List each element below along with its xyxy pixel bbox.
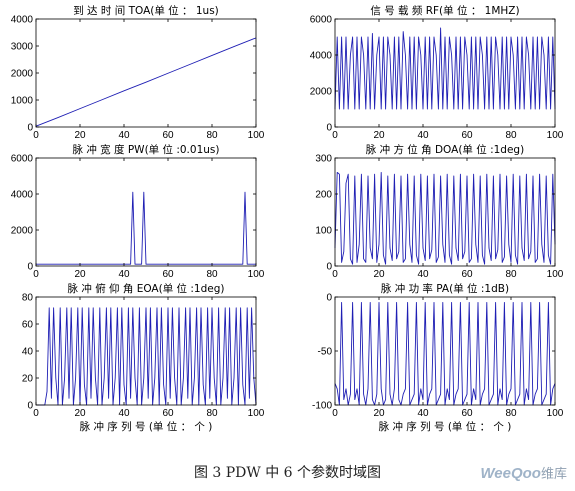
y-tick-label: 0 <box>27 123 33 134</box>
plot-frame <box>35 18 257 128</box>
chart-panel-3: 0 20 40 60 80 100 0 2000 4000 6000 脉 冲 宽 度 PW(单 位 … <box>11 143 265 280</box>
series-line-1 <box>35 37 257 127</box>
x-tick-label: 0 <box>33 408 39 419</box>
y-tick-label: 1000 <box>11 96 34 107</box>
x-tick-label: 0 <box>332 130 338 141</box>
x-tick-label: 60 <box>162 269 174 280</box>
y-tick-label: -100 <box>312 401 332 412</box>
y-tick-label: 20 <box>22 374 34 385</box>
x-tick-label: 20 <box>74 408 86 419</box>
y-tick-label: 2000 <box>310 87 333 98</box>
watermark-brand: WeeQoo <box>480 465 541 482</box>
y-tick-label: 4000 <box>11 190 34 201</box>
chart-panel-4: 0 20 40 60 80 100 0 100 200 300 脉 冲 方 位 角 DOA(单 位 … <box>315 143 563 280</box>
plot-frame <box>35 157 257 267</box>
chart-panel-2: 0 20 40 60 80 100 0 2000 4000 6000 信 号 载 频 RF(单 位 … <box>310 4 564 141</box>
plot-frame <box>334 18 556 128</box>
x-tick-label: 0 <box>332 408 338 419</box>
series-line-1 <box>36 191 256 265</box>
y-tick-label: 0 <box>326 123 332 134</box>
chart-title: 脉 冲 俯 仰 角 EOA(单 位 :1deg) <box>68 282 225 295</box>
x-tick-label: 60 <box>461 130 473 141</box>
chart-title: 脉 冲 方 位 角 DOA(单 位 :1deg) <box>366 143 524 156</box>
x-axis-label: 脉 冲 序 列 号 (单 位 ： 个 ) <box>379 420 512 433</box>
x-tick-label: 100 <box>547 130 564 141</box>
series-line-1 <box>334 301 556 406</box>
x-tick-label: 80 <box>206 269 218 280</box>
y-tick-label: 0 <box>326 293 332 304</box>
x-tick-label: 40 <box>118 408 130 419</box>
x-tick-label: 100 <box>248 408 265 419</box>
x-tick-label: 100 <box>547 269 564 280</box>
y-tick-label: 4000 <box>11 15 34 26</box>
chart-title: 到 达 时 间 TOA(单 位 ： 1us) <box>73 4 219 17</box>
x-tick-label: 40 <box>417 408 429 419</box>
y-tick-label: 0 <box>326 262 332 273</box>
y-tick-label: 4000 <box>310 51 333 62</box>
x-axis-label: 脉 冲 序 列 号 (单 位 ： 个 ) <box>80 420 213 433</box>
chart-panel-6: 0 20 40 60 80 100 -100 -50 0 脉 冲 功 率 PA(单 位 :1dB)… <box>312 282 564 433</box>
x-tick-label: 40 <box>118 269 130 280</box>
x-tick-label: 80 <box>206 130 218 141</box>
series-line-1 <box>36 307 257 406</box>
x-tick-label: 0 <box>33 130 39 141</box>
x-tick-label: 40 <box>417 269 429 280</box>
chart-title: 信 号 载 频 RF(单 位 ： 1MHZ) <box>370 4 519 17</box>
x-tick-label: 20 <box>373 130 385 141</box>
chart-title: 脉 冲 宽 度 PW(单 位 :0.01us) <box>73 143 220 156</box>
x-tick-label: 80 <box>505 269 517 280</box>
y-tick-label: 100 <box>315 226 332 237</box>
x-tick-label: 0 <box>33 269 39 280</box>
watermark: WeeQoo维库 <box>480 463 567 482</box>
x-tick-label: 60 <box>461 269 473 280</box>
x-tick-label: 80 <box>505 408 517 419</box>
chart-title: 脉 冲 功 率 PA(单 位 :1dB) <box>381 282 509 295</box>
y-tick-label: 0 <box>27 401 33 412</box>
plot-frame <box>334 157 556 267</box>
series-line-1 <box>334 171 556 265</box>
y-tick-label: 0 <box>27 262 33 273</box>
y-tick-label: 3000 <box>11 42 34 53</box>
y-tick-label: 2000 <box>11 226 34 237</box>
x-tick-label: 20 <box>373 269 385 280</box>
y-tick-label: 6000 <box>11 154 34 165</box>
x-tick-label: 60 <box>162 130 174 141</box>
x-tick-label: 80 <box>206 408 218 419</box>
x-tick-label: 80 <box>505 130 517 141</box>
series-line-1 <box>334 27 556 110</box>
watermark-suffix: 维库 <box>540 466 567 481</box>
y-tick-label: 300 <box>315 154 332 165</box>
y-tick-label: -50 <box>318 347 333 358</box>
y-tick-label: 80 <box>22 293 34 304</box>
x-tick-label: 100 <box>248 269 265 280</box>
y-tick-label: 6000 <box>310 15 333 26</box>
y-tick-label: 2000 <box>11 69 34 80</box>
x-tick-label: 100 <box>547 408 564 419</box>
y-tick-label: 60 <box>22 320 34 331</box>
chart-panel-5: 0 20 40 60 80 100 0 20 40 60 80 脉 冲 俯 仰 角 EOA(单 位 :… <box>22 282 265 433</box>
y-tick-label: 200 <box>315 190 332 201</box>
x-tick-label: 60 <box>162 408 174 419</box>
x-tick-label: 60 <box>461 408 473 419</box>
figure-caption: 图 3 PDW 中 6 个参数时域图 <box>193 465 382 481</box>
x-tick-label: 40 <box>118 130 130 141</box>
x-tick-label: 100 <box>248 130 265 141</box>
x-tick-label: 0 <box>332 269 338 280</box>
x-tick-label: 20 <box>74 130 86 141</box>
x-tick-label: 20 <box>373 408 385 419</box>
x-tick-label: 20 <box>74 269 86 280</box>
x-tick-label: 40 <box>417 130 429 141</box>
y-tick-label: 40 <box>22 347 34 358</box>
